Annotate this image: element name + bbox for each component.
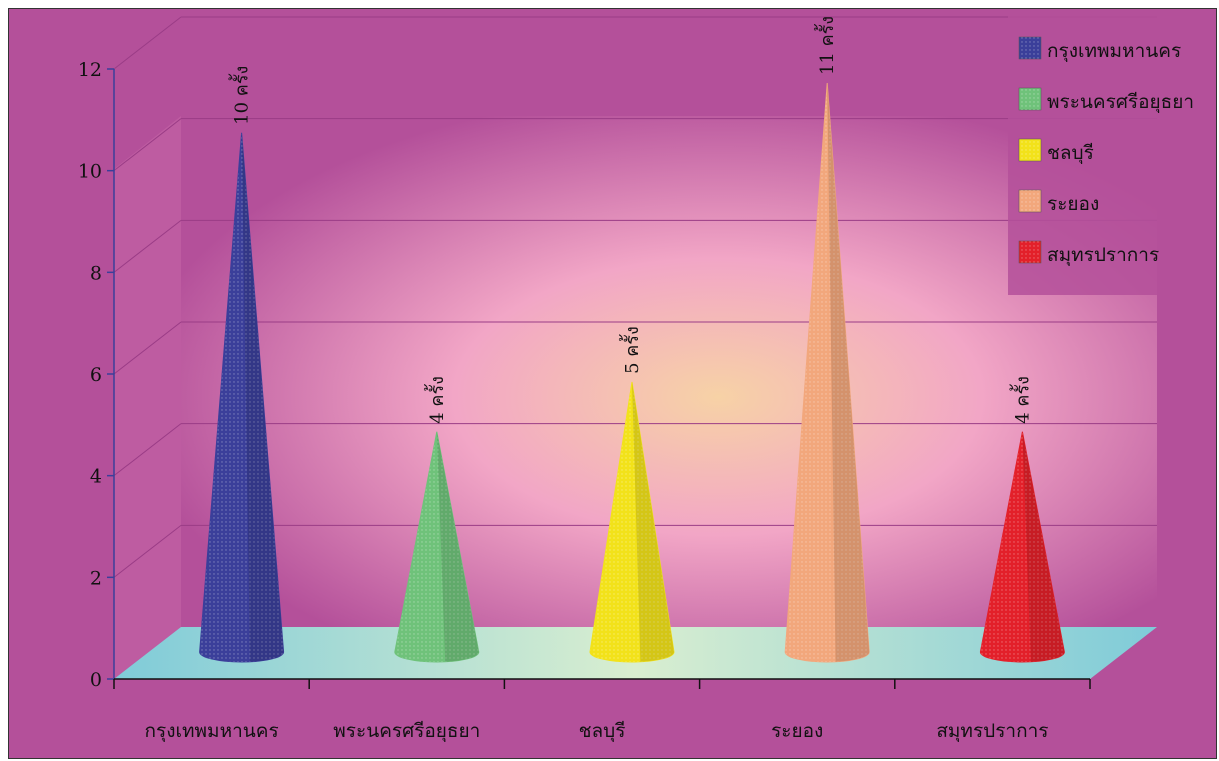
cone-1 — [199, 132, 285, 663]
cone-texture — [394, 431, 479, 662]
gridline-side — [113, 423, 182, 477]
chart-frame: 0 2 4 6 8 10 12 กรุงเทพมหานคร พระนครศรีอยุธยา ชล… — [8, 8, 1217, 759]
side-wall — [114, 116, 181, 679]
y-axis: 0 2 4 6 8 10 12 — [78, 59, 115, 691]
x-category-label: สมุทรปราการ — [936, 720, 1048, 743]
gridline-side — [113, 321, 182, 375]
gridline-side — [113, 524, 182, 578]
cone-4 — [784, 82, 870, 663]
gridline-side — [113, 16, 182, 70]
y-tick-label: 4 — [90, 466, 102, 488]
cone-2 — [394, 431, 480, 663]
legend-swatch-texture — [1019, 190, 1041, 212]
y-tick-label: 8 — [90, 262, 102, 284]
cone-texture — [590, 381, 674, 662]
grid — [113, 16, 1157, 578]
x-category-label: ระยอง — [771, 720, 823, 742]
legend-label: ระยอง — [1047, 193, 1099, 215]
legend-label: สมุทรปราการ — [1047, 244, 1159, 267]
cone-shade — [827, 83, 870, 662]
data-label: 4 ครั้ง — [1009, 376, 1033, 424]
legend-label: กรุงเทพมหานคร — [1047, 40, 1181, 63]
x-category-label: กรุงเทพมหานคร — [145, 720, 279, 743]
y-tick-label: 10 — [78, 161, 102, 183]
legend-box — [1008, 13, 1216, 295]
legend-swatch-texture — [1019, 139, 1041, 161]
cone-texture — [980, 431, 1065, 662]
legend-swatch-texture — [1019, 88, 1041, 110]
data-label: 10 ครั้ง — [229, 66, 253, 125]
cones — [199, 82, 1065, 663]
y-tick-label: 12 — [78, 59, 102, 81]
cone-shade — [632, 381, 674, 662]
data-label: 4 ครั้ง — [424, 376, 448, 424]
x-category-label: พระนครศรีอยุธยา — [333, 720, 480, 743]
gridline-side — [113, 118, 182, 172]
data-label: 5 ครั้ง — [619, 326, 643, 374]
y-tick-label: 6 — [90, 364, 102, 386]
legend: กรุงเทพมหานครพระนครศรีอยุธยาชลบุรีระยองส… — [1008, 13, 1216, 295]
cone-texture — [199, 132, 284, 662]
data-label: 11 ครั้ง — [814, 16, 838, 75]
gridline-side — [113, 219, 182, 273]
y-tick-label: 0 — [90, 669, 102, 691]
legend-label: พระนครศรีอยุธยา — [1047, 91, 1194, 114]
cone-shade — [1022, 431, 1065, 662]
legend-swatch-texture — [1019, 241, 1041, 263]
legend-label: ชลบุรี — [1047, 142, 1094, 165]
x-category-label: ชลบุรี — [579, 720, 626, 743]
y-tick-label: 2 — [90, 567, 102, 589]
cone-texture — [785, 83, 870, 663]
x-axis: กรุงเทพมหานคร พระนครศรีอยุธยา ชลบุรี ระยอง ส… — [113, 678, 1091, 743]
cone-3 — [589, 381, 675, 663]
cone-shade — [241, 132, 284, 662]
legend-swatch-texture — [1019, 37, 1041, 59]
data-labels: 10 ครั้ง 4 ครั้ง 5 ครั้ง 11 ครั้ง 4 ครั้ง — [229, 16, 1034, 424]
cone-5 — [979, 431, 1065, 663]
cone-shade — [436, 431, 479, 662]
